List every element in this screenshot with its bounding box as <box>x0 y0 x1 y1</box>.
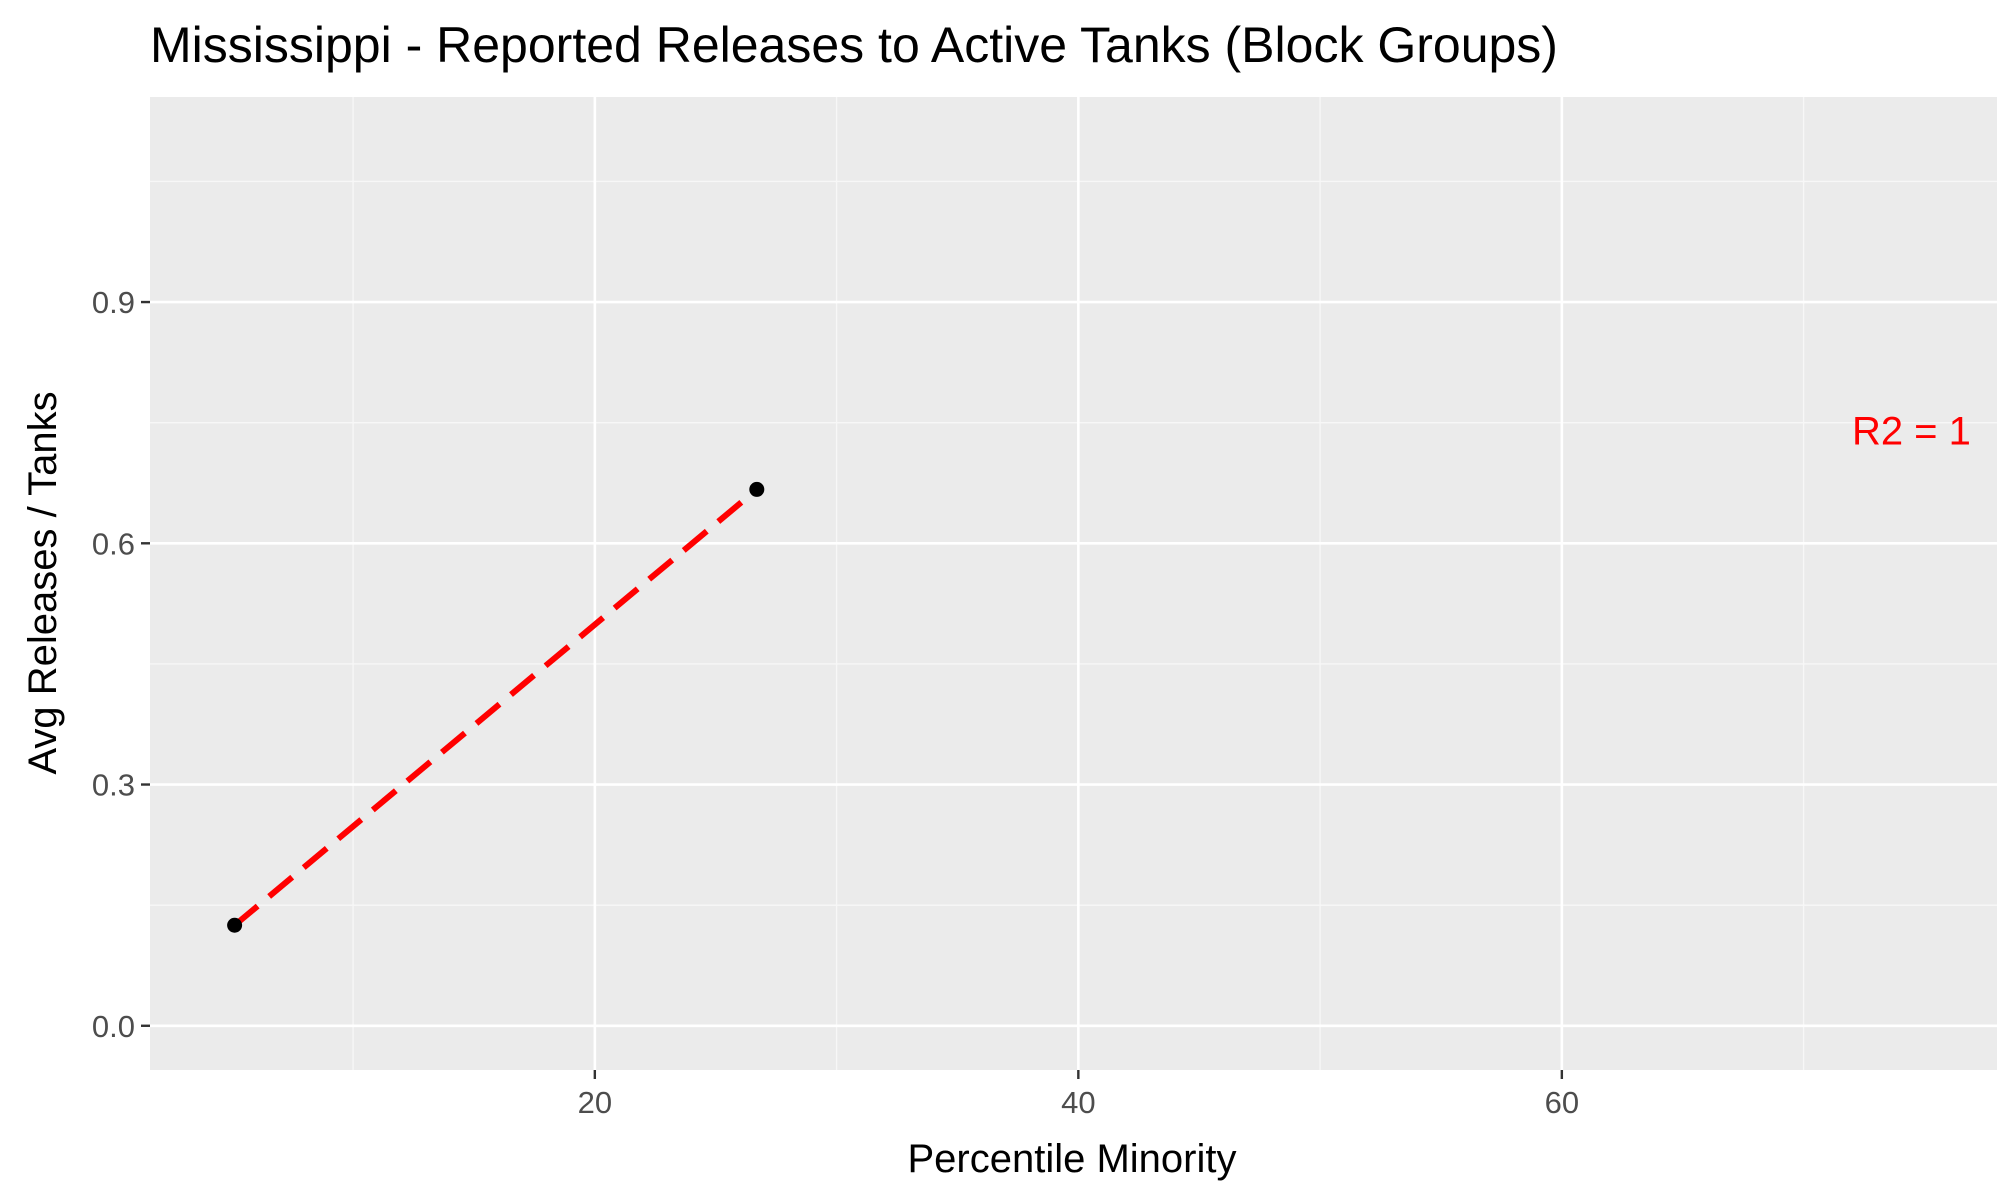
fit-line <box>232 487 759 928</box>
x-tick-label: 40 <box>1061 1085 1095 1120</box>
y-tick-label: 0.0 <box>92 1009 135 1044</box>
r2-annotation: R2 = 1 <box>1852 410 1971 454</box>
x-axis: 20 40 60 <box>578 1070 1579 1120</box>
x-tick-label: 20 <box>578 1085 612 1120</box>
x-tick-label: 60 <box>1545 1085 1579 1120</box>
data-point <box>749 481 765 497</box>
y-axis: 0.0 0.3 0.6 0.9 <box>92 285 150 1044</box>
major-grid <box>150 97 1997 1070</box>
y-tick-label: 0.3 <box>92 768 135 803</box>
plot-panel <box>150 97 1997 1070</box>
minor-grid <box>150 97 1997 1070</box>
y-tick-label: 0.6 <box>92 526 135 561</box>
y-tick-label: 0.9 <box>92 285 135 320</box>
x-axis-title: Percentile Minority <box>907 1137 1236 1181</box>
points-layer <box>227 481 765 933</box>
y-axis-title: Avg Releases / Tanks <box>21 391 65 774</box>
fit-line-layer <box>232 487 759 928</box>
chart-title: Mississippi - Reported Releases to Activ… <box>150 17 1558 73</box>
data-point <box>227 917 243 933</box>
